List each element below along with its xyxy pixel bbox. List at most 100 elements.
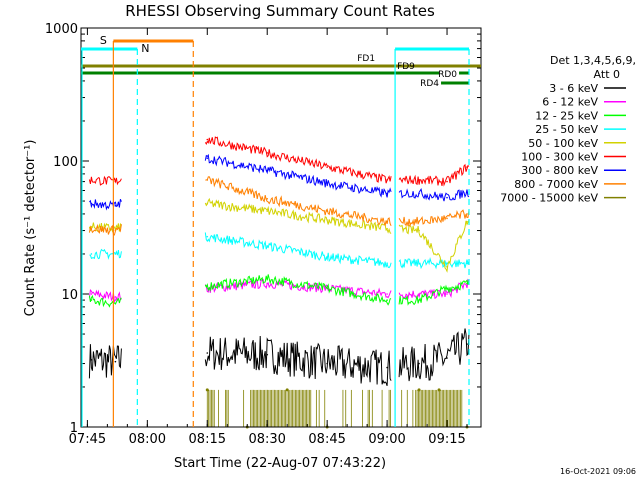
data-point bbox=[326, 287, 328, 290]
data-point bbox=[326, 182, 328, 185]
data-point bbox=[466, 191, 468, 194]
series-line bbox=[88, 278, 470, 303]
data-point bbox=[114, 229, 117, 232]
legend-label: 800 - 7000 keV bbox=[514, 178, 598, 191]
data-point bbox=[90, 293, 93, 295]
annotation-label: S bbox=[100, 34, 107, 47]
series-trace bbox=[89, 232, 470, 270]
data-point bbox=[114, 360, 117, 363]
data-point bbox=[90, 179, 93, 181]
data-point bbox=[206, 352, 209, 354]
x-tick-label: 08:15 bbox=[189, 432, 226, 447]
data-point bbox=[386, 179, 388, 181]
data-point bbox=[266, 210, 269, 212]
data-point bbox=[206, 138, 209, 141]
series-line bbox=[89, 232, 470, 270]
data-point bbox=[206, 202, 209, 205]
series-trace bbox=[88, 176, 470, 236]
y-axis-label: Count Rate (s⁻¹ detector⁻¹) bbox=[23, 140, 38, 317]
data-point bbox=[386, 227, 388, 230]
x-axis: 07:45 08:00 08:15 08:30 08:45 09:00 09:15 bbox=[69, 28, 468, 447]
data-point bbox=[418, 229, 420, 232]
annotation-label: RD0 bbox=[438, 70, 457, 80]
data-point bbox=[386, 366, 388, 369]
x-tick-label: 08:45 bbox=[308, 432, 345, 447]
legend-header-line2: Att 0 bbox=[594, 68, 620, 81]
data-point bbox=[266, 278, 269, 280]
data-point bbox=[326, 362, 328, 365]
data-point bbox=[206, 179, 209, 181]
chart-title: RHESSI Observing Summary Count Rates bbox=[125, 2, 435, 20]
data-point bbox=[266, 197, 269, 200]
legend-header-line1: Det 1,3,4,5,6,9, bbox=[550, 54, 636, 67]
y-tick-label: 100 bbox=[53, 155, 78, 170]
data-point bbox=[446, 180, 448, 183]
data-point bbox=[446, 217, 448, 220]
series-trace bbox=[88, 278, 470, 303]
legend-label: 7000 - 15000 keV bbox=[500, 192, 598, 205]
data-point bbox=[266, 353, 269, 356]
annotation-label: N bbox=[141, 42, 149, 55]
legend-label: 25 - 50 keV bbox=[535, 123, 598, 136]
data-point bbox=[266, 169, 269, 172]
data-point bbox=[386, 192, 388, 195]
data-point bbox=[90, 253, 93, 255]
series-line bbox=[88, 176, 470, 236]
series-trace bbox=[88, 328, 470, 386]
series-line bbox=[88, 136, 470, 187]
data-point bbox=[114, 180, 117, 183]
x-tick-label: 08:30 bbox=[248, 432, 285, 447]
data-point bbox=[206, 157, 209, 159]
data-point bbox=[326, 166, 328, 168]
data-point bbox=[206, 235, 209, 238]
data-point bbox=[326, 256, 328, 258]
y-tick-label: 1000 bbox=[45, 22, 78, 37]
data-point bbox=[114, 302, 117, 305]
data-point bbox=[266, 282, 269, 285]
series-trace bbox=[89, 153, 470, 211]
data-point bbox=[418, 293, 420, 295]
data-point bbox=[466, 282, 468, 285]
legend-label: 6 - 12 keV bbox=[542, 96, 598, 109]
series-trace bbox=[205, 388, 469, 429]
data-point bbox=[114, 205, 117, 207]
x-tick-label: 07:45 bbox=[69, 432, 106, 447]
data-point bbox=[466, 343, 468, 345]
series-line bbox=[88, 328, 470, 386]
data-point bbox=[418, 179, 420, 181]
data-point bbox=[326, 210, 328, 212]
footer-date: 16-Oct-2021 09:06 bbox=[560, 467, 636, 476]
series-line bbox=[88, 274, 470, 308]
data-point bbox=[446, 262, 448, 265]
data-point bbox=[446, 196, 448, 199]
legend-label: 50 - 100 keV bbox=[528, 137, 598, 150]
data-point bbox=[386, 293, 388, 295]
data-point bbox=[114, 253, 117, 255]
annotation-label: FD9 bbox=[397, 62, 415, 72]
data-point bbox=[446, 293, 448, 295]
plot-frame bbox=[80, 27, 482, 428]
data-point bbox=[90, 299, 93, 301]
x-axis-label: Start Time (22-Aug-07 07:43:22) bbox=[174, 456, 386, 471]
data-point bbox=[266, 152, 269, 154]
data-point bbox=[418, 362, 420, 365]
data-point bbox=[114, 296, 117, 298]
data-point bbox=[386, 220, 388, 223]
legend-label: 100 - 300 keV bbox=[521, 151, 598, 164]
data-point bbox=[446, 357, 448, 359]
x-tick-label: 09:15 bbox=[428, 432, 465, 447]
data-point bbox=[418, 299, 420, 301]
series-line bbox=[89, 153, 470, 211]
data-point bbox=[266, 245, 269, 247]
series-line bbox=[88, 197, 470, 273]
data-point bbox=[90, 227, 93, 230]
x-tick-label: 09:00 bbox=[368, 432, 405, 447]
data-point bbox=[418, 220, 420, 223]
legend-label: 3 - 6 keV bbox=[549, 82, 598, 95]
data-point bbox=[466, 213, 468, 215]
legend-label: 300 - 800 keV bbox=[521, 164, 598, 177]
y-tick-label: 1 bbox=[70, 421, 78, 436]
legend-label: 12 - 25 keV bbox=[535, 109, 598, 122]
